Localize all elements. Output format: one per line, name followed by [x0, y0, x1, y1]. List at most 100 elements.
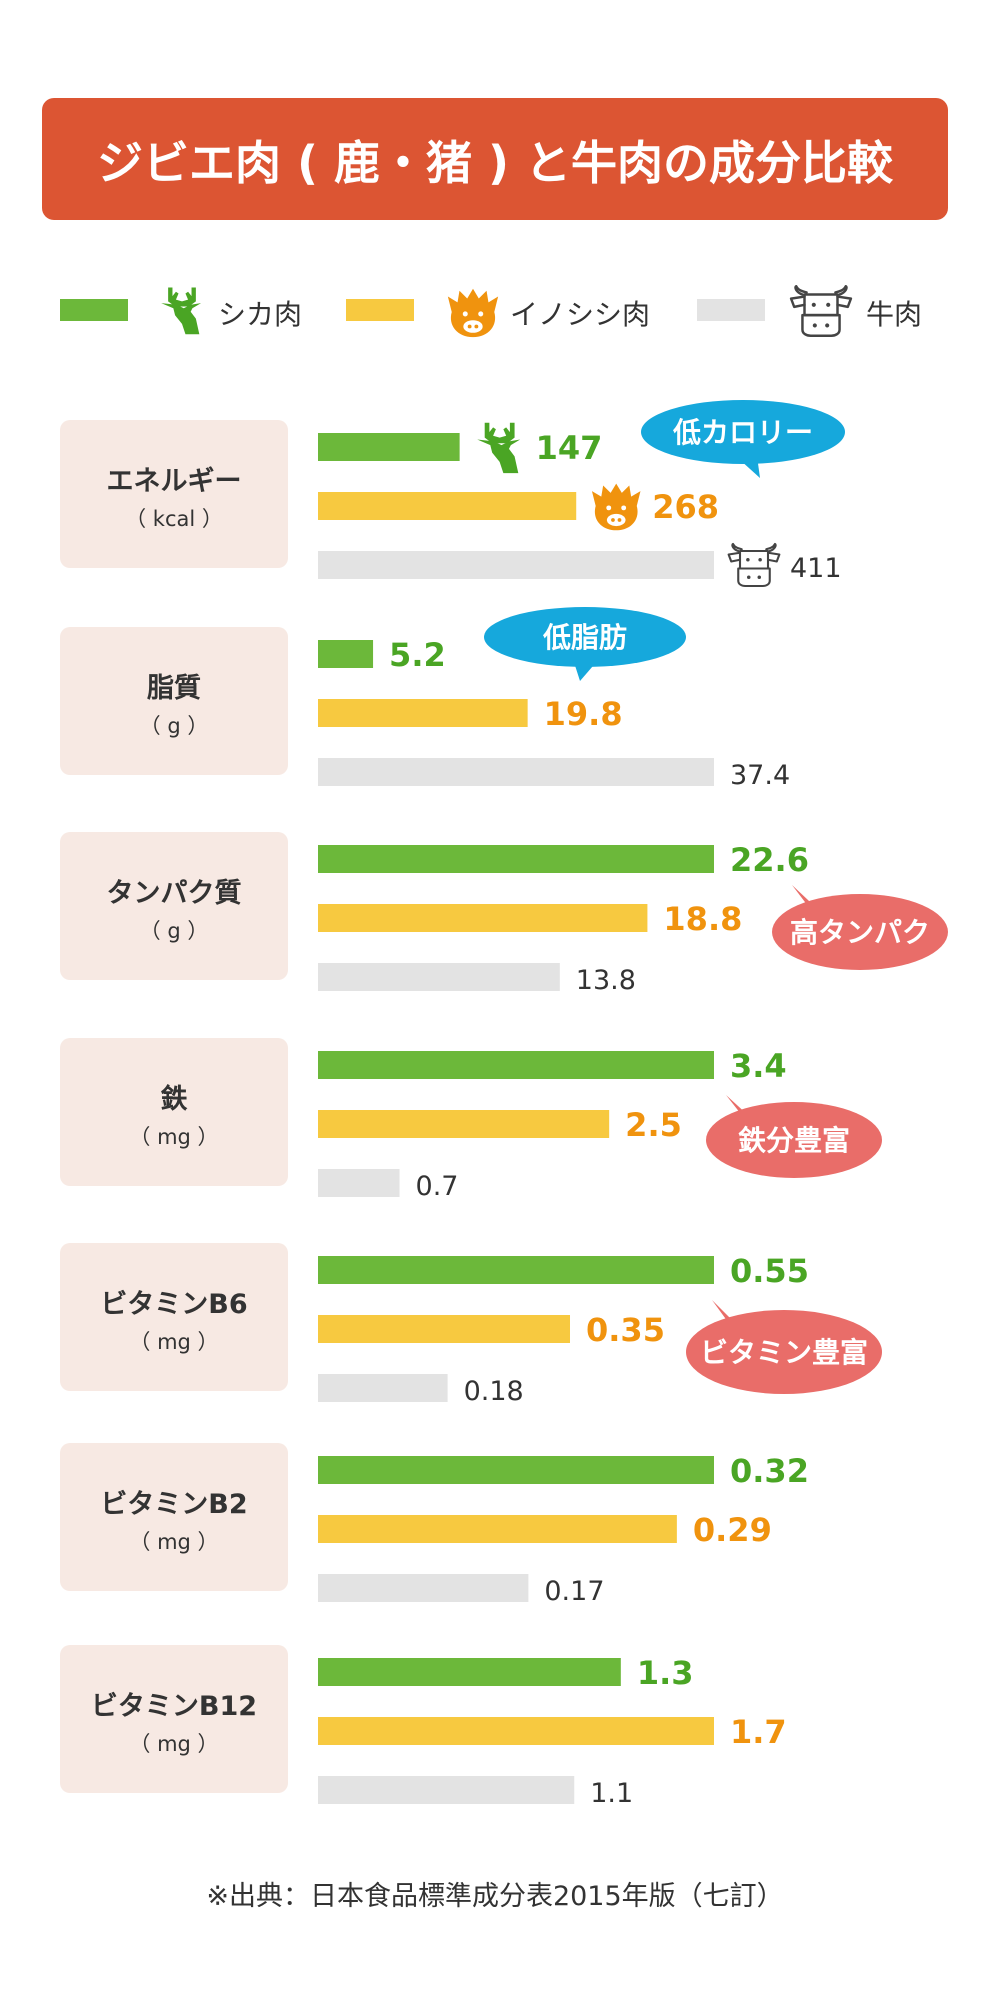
category-name: 鉄 — [161, 1083, 188, 1115]
category-unit: （ kcal ） — [125, 507, 223, 531]
category-name: タンパク質 — [107, 878, 242, 909]
bar-deer — [318, 1658, 621, 1686]
bar-boar — [318, 1315, 570, 1343]
bar-beef — [318, 963, 560, 991]
value-label-beef: 0.7 — [416, 1171, 459, 1202]
bar-boar — [318, 492, 577, 520]
value-label-deer: 3.4 — [730, 1047, 787, 1085]
annotation-text: 高タンパク — [790, 916, 930, 949]
boar-icon — [591, 483, 641, 531]
legend-label-boar: イノシシ肉 — [510, 298, 650, 331]
category-label-box — [60, 1243, 288, 1391]
annotation-text: 鉄分豊富 — [738, 1124, 850, 1157]
bar-boar — [318, 904, 648, 932]
category-label-box — [60, 1645, 288, 1793]
annotation-bubble: 低カロリー — [641, 400, 845, 478]
bubble-body — [706, 1102, 882, 1178]
value-label-deer: 0.32 — [730, 1452, 809, 1490]
value-label-deer: 0.55 — [730, 1252, 809, 1290]
value-label-boar: 18.8 — [663, 900, 742, 938]
annotation-text: ビタミン豊富 — [700, 1336, 868, 1369]
category-group: タンパク質 （ g ） 22.6 18.8 13.8 — [60, 832, 809, 996]
annotation-bubble: 低脂肪 — [484, 607, 686, 681]
bar-deer — [318, 640, 374, 668]
chart-title: ジビエ肉 ( 鹿・猪 ) と牛肉の成分比較 — [97, 136, 894, 190]
value-label-beef: 0.18 — [464, 1376, 524, 1407]
category-unit: （ mg ） — [129, 1125, 218, 1149]
category-label-box — [60, 420, 288, 568]
deer-icon — [477, 422, 521, 474]
boar-icon — [447, 288, 499, 338]
category-name: ビタミンB12 — [91, 1691, 257, 1722]
cow-icon — [789, 285, 853, 337]
legend: シカ肉 イノシシ肉 牛肉 — [60, 285, 922, 338]
cow-icon — [727, 542, 781, 588]
value-label-beef: 37.4 — [730, 760, 790, 791]
bar-deer — [318, 1456, 714, 1484]
annotation-bubble: 高タンパク — [772, 885, 948, 970]
category-unit: （ mg ） — [129, 1530, 218, 1554]
bar-groups: エネルギー （ kcal ） 147 268 411 脂質 （ g ） 5.2 19.8 37.4… — [60, 400, 948, 1809]
value-label-beef: 1.1 — [590, 1778, 633, 1809]
value-label-beef: 13.8 — [576, 965, 636, 996]
bubble-body — [686, 1310, 882, 1394]
value-label-boar: 0.35 — [586, 1311, 665, 1349]
category-group: 鉄 （ mg ） 3.4 2.5 0.7 — [60, 1038, 787, 1202]
value-label-deer: 1.3 — [637, 1654, 694, 1692]
bar-deer — [318, 845, 714, 873]
value-label-beef: 0.17 — [544, 1576, 604, 1607]
legend-label-beef: 牛肉 — [866, 298, 922, 331]
bubble-body — [641, 400, 845, 464]
category-name: エネルギー — [107, 466, 242, 497]
legend-swatch-deer — [60, 299, 128, 321]
category-label-box — [60, 832, 288, 980]
category-label-box — [60, 1038, 288, 1186]
value-label-boar: 0.29 — [693, 1511, 772, 1549]
bar-boar — [318, 699, 528, 727]
annotation-bubble: 鉄分豊富 — [706, 1095, 882, 1178]
bubble-body — [484, 607, 686, 667]
category-group: ビタミンB6 （ mg ） 0.55 0.35 0.18 — [60, 1243, 809, 1407]
bar-beef — [318, 551, 714, 579]
bar-beef — [318, 758, 714, 786]
category-name: ビタミンB6 — [100, 1289, 247, 1320]
category-unit: （ g ） — [140, 919, 209, 943]
bar-beef — [318, 1169, 400, 1197]
annotation-bubble: ビタミン豊富 — [686, 1300, 882, 1394]
category-group: 脂質 （ g ） 5.2 19.8 37.4 — [60, 627, 790, 791]
category-unit: （ mg ） — [129, 1732, 218, 1756]
value-label-deer: 22.6 — [730, 841, 809, 879]
value-label-boar: 2.5 — [625, 1106, 682, 1144]
bar-deer — [318, 433, 460, 461]
legend-label-deer: シカ肉 — [218, 298, 302, 331]
bar-boar — [318, 1717, 714, 1745]
category-name: 脂質 — [147, 673, 201, 704]
category-name: ビタミンB2 — [100, 1489, 247, 1520]
category-unit: （ g ） — [140, 714, 209, 738]
legend-swatch-boar — [346, 299, 414, 321]
bar-beef — [318, 1574, 529, 1602]
bubble-body — [772, 894, 948, 970]
category-label-box — [60, 1443, 288, 1591]
bar-beef — [318, 1374, 448, 1402]
source-note: ※出典：日本食品標準成分表2015年版（七訂） — [206, 1881, 783, 1912]
category-label-box — [60, 627, 288, 775]
value-label-boar: 19.8 — [544, 695, 623, 733]
annotation-text: 低カロリー — [672, 416, 813, 449]
value-label-deer: 5.2 — [389, 636, 446, 674]
category-group: ビタミンB12 （ mg ） 1.3 1.7 1.1 — [60, 1645, 787, 1809]
value-label-beef: 411 — [790, 553, 842, 584]
value-label-boar: 268 — [652, 488, 719, 526]
bar-deer — [318, 1051, 714, 1079]
value-label-boar: 1.7 — [730, 1713, 787, 1751]
bar-beef — [318, 1776, 575, 1804]
category-group: ビタミンB2 （ mg ） 0.32 0.29 0.17 — [60, 1443, 809, 1607]
bar-deer — [318, 1256, 714, 1284]
category-group: エネルギー （ kcal ） 147 268 411 — [60, 420, 842, 588]
bar-boar — [318, 1515, 677, 1543]
annotation-text: 低脂肪 — [542, 621, 627, 654]
title-banner — [42, 98, 948, 220]
deer-icon — [161, 287, 202, 335]
value-label-deer: 147 — [536, 429, 603, 467]
